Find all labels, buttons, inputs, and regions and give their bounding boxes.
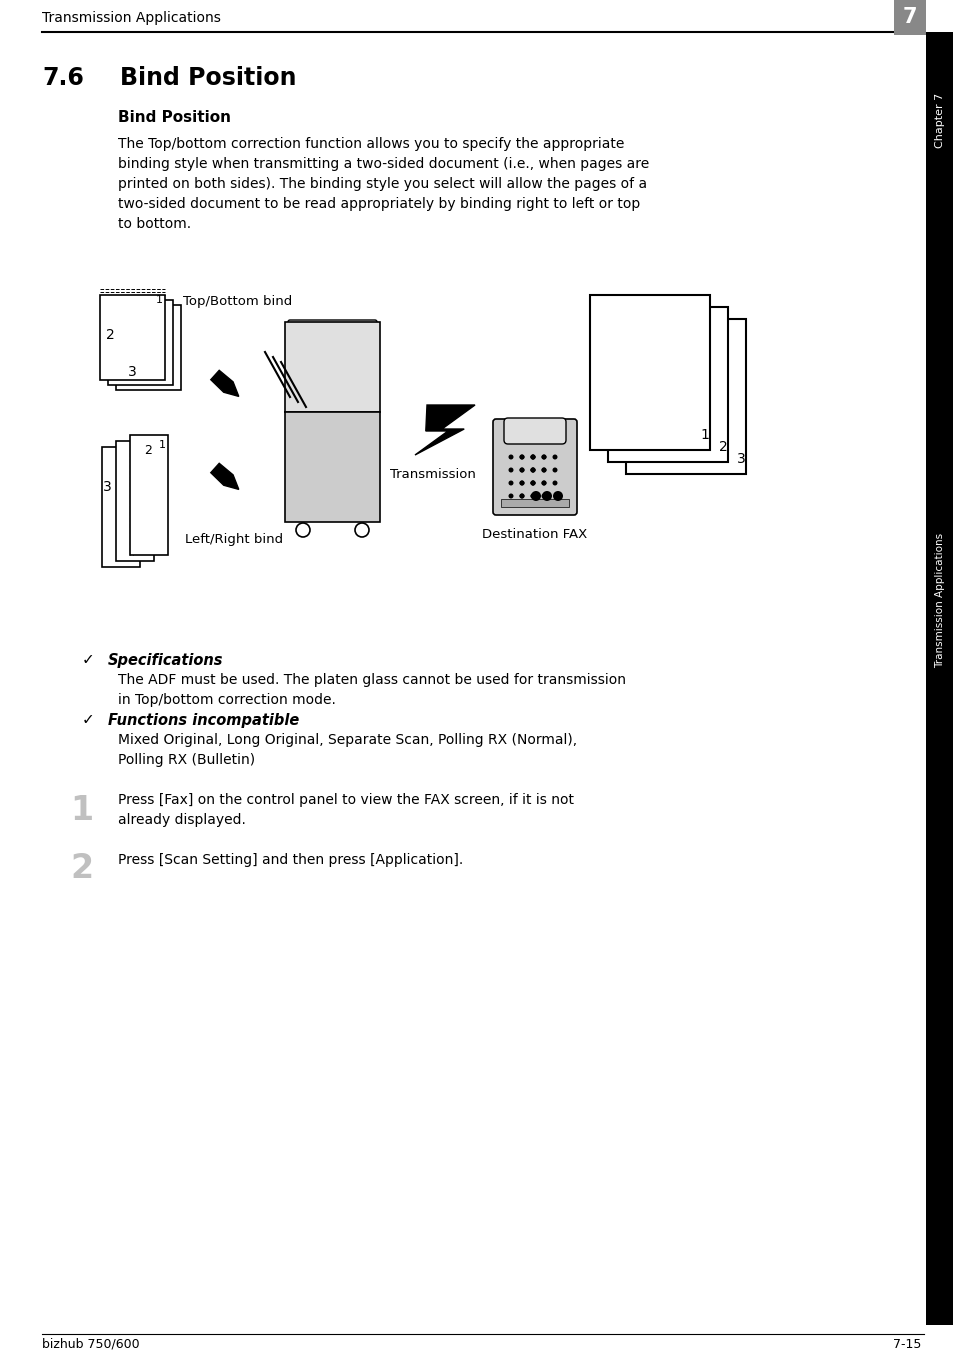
Bar (116, 441, 153, 561)
Bar (108, 300, 172, 385)
Text: Polling RX (Bulletin): Polling RX (Bulletin) (118, 753, 254, 767)
Circle shape (530, 493, 535, 499)
Text: Bind Position: Bind Position (120, 66, 296, 91)
Text: Transmission Applications: Transmission Applications (42, 11, 221, 24)
Text: 7.6: 7.6 (42, 66, 84, 91)
Text: ✓: ✓ (82, 713, 94, 727)
Text: two-sided document to be read appropriately by binding right to left or top: two-sided document to be read appropriat… (118, 197, 639, 211)
Bar (116, 306, 181, 389)
Circle shape (531, 491, 540, 502)
Text: already displayed.: already displayed. (118, 813, 246, 827)
Polygon shape (211, 370, 238, 396)
Circle shape (508, 480, 513, 485)
Circle shape (530, 454, 535, 460)
Circle shape (530, 454, 535, 460)
Circle shape (519, 493, 524, 499)
Text: 2: 2 (71, 852, 93, 884)
Bar (925, 32, 953, 1325)
Text: Specifications: Specifications (108, 653, 223, 668)
Circle shape (541, 454, 546, 460)
Circle shape (552, 468, 557, 472)
Text: Destination FAX: Destination FAX (482, 529, 587, 542)
Text: Functions incompatible: Functions incompatible (108, 713, 299, 727)
Text: The Top/bottom correction function allows you to specify the appropriate: The Top/bottom correction function allow… (118, 137, 623, 151)
Circle shape (541, 480, 546, 485)
Circle shape (541, 480, 546, 485)
Circle shape (541, 468, 546, 472)
Bar (285, 322, 379, 412)
Text: Mixed Original, Long Original, Separate Scan, Polling RX (Normal),: Mixed Original, Long Original, Separate … (118, 733, 577, 748)
Circle shape (530, 468, 535, 472)
Text: bizhub 750/600: bizhub 750/600 (42, 1337, 139, 1351)
Circle shape (530, 468, 535, 472)
Text: 2: 2 (144, 445, 152, 457)
FancyBboxPatch shape (288, 320, 376, 342)
Circle shape (530, 493, 535, 499)
Circle shape (508, 454, 513, 460)
Text: 1: 1 (71, 794, 93, 826)
Text: Transmission: Transmission (390, 469, 476, 481)
Text: ✓: ✓ (82, 653, 94, 668)
Text: binding style when transmitting a two-sided document (i.e., when pages are: binding style when transmitting a two-si… (118, 157, 649, 170)
Circle shape (541, 468, 546, 472)
Text: printed on both sides). The binding style you select will allow the pages of a: printed on both sides). The binding styl… (118, 177, 646, 191)
Circle shape (519, 468, 524, 472)
Text: 1: 1 (158, 439, 165, 450)
Circle shape (541, 491, 552, 502)
Circle shape (552, 454, 557, 460)
Circle shape (519, 480, 524, 485)
Circle shape (508, 493, 513, 499)
Bar (102, 448, 140, 566)
Text: 2: 2 (106, 329, 114, 342)
Text: 7-15: 7-15 (892, 1337, 920, 1351)
Circle shape (519, 493, 524, 499)
Text: Chapter 7: Chapter 7 (934, 92, 944, 147)
Bar (607, 307, 727, 462)
Circle shape (295, 523, 310, 537)
Text: to bottom.: to bottom. (118, 218, 191, 231)
Circle shape (541, 493, 546, 499)
Circle shape (541, 454, 546, 460)
Polygon shape (211, 464, 238, 489)
Text: Transmission Applications: Transmission Applications (934, 533, 944, 668)
Text: Bind Position: Bind Position (118, 111, 231, 126)
Circle shape (519, 454, 524, 460)
Bar (893, 0, 925, 35)
Text: 1: 1 (700, 429, 709, 442)
Text: Left/Right bind: Left/Right bind (185, 534, 283, 546)
Circle shape (553, 491, 562, 502)
Bar (100, 295, 165, 380)
Circle shape (530, 480, 535, 485)
Text: Top/Bottom bind: Top/Bottom bind (183, 296, 292, 308)
Bar (500, 499, 568, 507)
Polygon shape (415, 406, 475, 456)
Circle shape (519, 454, 524, 460)
FancyBboxPatch shape (493, 419, 577, 515)
Circle shape (552, 480, 557, 485)
Text: 7: 7 (902, 7, 916, 27)
Text: 2: 2 (718, 439, 726, 454)
Circle shape (530, 480, 535, 485)
Circle shape (530, 468, 535, 472)
Text: Press [Fax] on the control panel to view the FAX screen, if it is not: Press [Fax] on the control panel to view… (118, 794, 574, 807)
Circle shape (530, 480, 535, 485)
Circle shape (355, 523, 369, 537)
FancyBboxPatch shape (503, 418, 565, 443)
Circle shape (519, 480, 524, 485)
Bar (285, 412, 379, 522)
Text: 1: 1 (155, 295, 162, 306)
Bar (625, 319, 745, 475)
Circle shape (519, 468, 524, 472)
Text: in Top/bottom correction mode.: in Top/bottom correction mode. (118, 694, 335, 707)
Text: The ADF must be used. The platen glass cannot be used for transmission: The ADF must be used. The platen glass c… (118, 673, 625, 687)
Text: 3: 3 (736, 452, 744, 466)
Bar (589, 295, 709, 450)
Text: Press [Scan Setting] and then press [Application].: Press [Scan Setting] and then press [App… (118, 853, 463, 867)
Text: 3: 3 (128, 365, 136, 379)
Circle shape (508, 468, 513, 472)
Circle shape (530, 454, 535, 460)
Bar (130, 435, 168, 556)
Text: 3: 3 (103, 480, 112, 493)
